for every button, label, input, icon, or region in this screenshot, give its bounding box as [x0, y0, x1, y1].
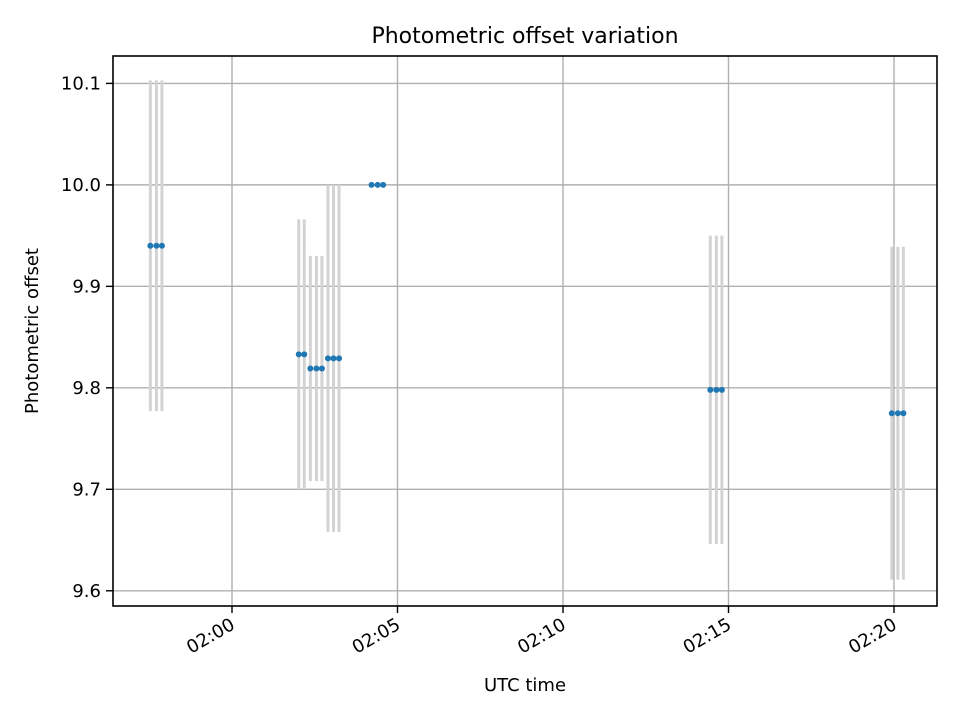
y-tick-label: 9.7 [72, 479, 101, 500]
data-point [380, 181, 387, 188]
data-point [318, 365, 325, 372]
chart-title: Photometric offset variation [371, 24, 678, 49]
data-point [336, 355, 343, 362]
y-tick-label: 10.0 [61, 175, 101, 196]
plot-frame [112, 55, 938, 607]
y-tick-label: 9.9 [72, 276, 101, 297]
data-point [147, 242, 154, 249]
data-point [713, 386, 720, 393]
data-point [153, 242, 160, 249]
x-axis-label: UTC time [484, 675, 566, 696]
data-point [301, 351, 308, 358]
data-point [374, 181, 381, 188]
data-point [888, 410, 895, 417]
data-point [324, 355, 331, 362]
data-point [295, 351, 302, 358]
data-point [368, 181, 375, 188]
y-tick-label: 10.1 [61, 73, 101, 94]
grid [113, 56, 937, 606]
data-point [158, 242, 165, 249]
data-point [307, 365, 314, 372]
data-point [718, 386, 725, 393]
y-axis-ticks: 9.6 9.7 9.8 9.9 10.0 10.1 [61, 73, 113, 602]
data-point [900, 410, 907, 417]
data-point [330, 355, 337, 362]
data-point [707, 386, 714, 393]
data-points [147, 181, 907, 417]
y-tick-label: 9.6 [72, 581, 101, 602]
y-tick-label: 9.8 [72, 378, 101, 399]
data-point [313, 365, 320, 372]
y-axis-label: Photometric offset [22, 248, 43, 414]
data-point [894, 410, 901, 417]
